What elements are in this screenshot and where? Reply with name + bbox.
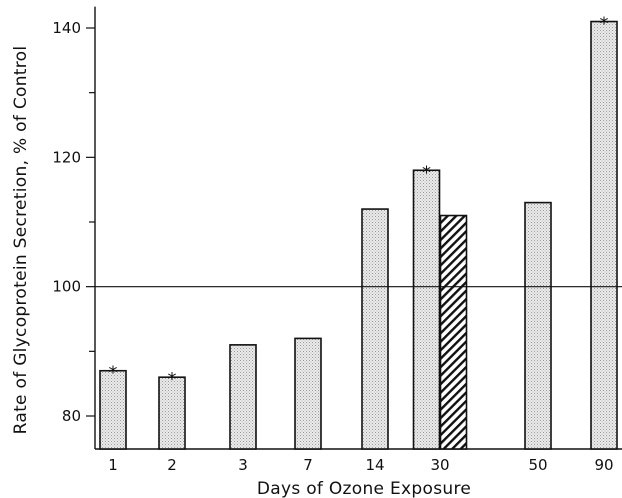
y-tick-label: 100 [52, 278, 81, 296]
bar [294, 337, 322, 450]
significance-star: * [422, 162, 431, 183]
significance-star: * [109, 363, 118, 384]
bar [158, 376, 186, 450]
bar-hatched [439, 214, 468, 450]
x-tick-label: 3 [238, 456, 248, 474]
x-axis-title: Days of Ozone Exposure [257, 479, 471, 498]
x-tick-label: 14 [365, 456, 384, 474]
x-tick-label: 7 [303, 456, 313, 474]
y-axis-title: Rate of Glycoprotein Secretion, % of Con… [11, 46, 31, 435]
x-tick-label: 1 [108, 456, 118, 474]
bar [412, 169, 441, 450]
bar [524, 201, 552, 450]
y-tick-label: 80 [62, 407, 81, 425]
bar [590, 20, 618, 450]
significance-star: * [168, 369, 177, 390]
bar [99, 369, 127, 450]
x-tick-label: 90 [594, 456, 613, 474]
x-tick-label: 2 [167, 456, 177, 474]
significance-star: * [600, 14, 609, 35]
bar [229, 344, 257, 450]
y-tick-label: 140 [52, 19, 81, 37]
y-tick-label: 120 [52, 148, 81, 166]
bar [361, 208, 389, 450]
x-tick-label: 30 [430, 456, 449, 474]
x-tick-label: 50 [528, 456, 547, 474]
